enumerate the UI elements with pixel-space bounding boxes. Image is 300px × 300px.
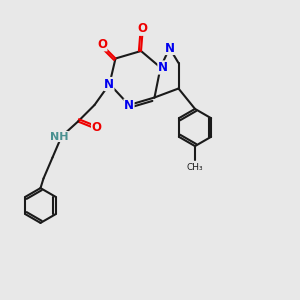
Text: N: N	[124, 99, 134, 112]
Text: O: O	[97, 38, 107, 51]
Text: N: N	[104, 77, 114, 91]
Text: O: O	[92, 121, 102, 134]
Text: CH₃: CH₃	[187, 163, 203, 172]
Text: N: N	[158, 61, 168, 74]
Text: N: N	[164, 41, 175, 55]
Text: O: O	[137, 22, 148, 35]
Text: NH: NH	[50, 131, 68, 142]
